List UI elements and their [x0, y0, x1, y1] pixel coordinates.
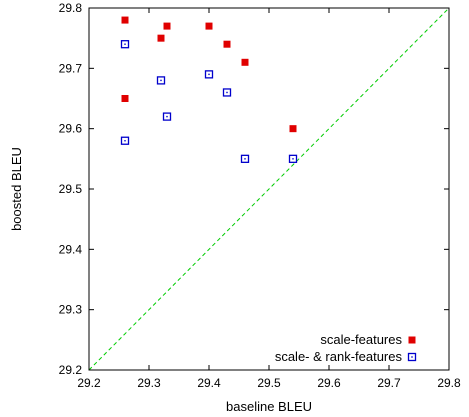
x-axis-label: baseline BLEU	[226, 399, 312, 414]
y-tick-label: 29.6	[59, 122, 83, 136]
legend-label: scale-features	[320, 332, 402, 347]
y-axis-label: boosted BLEU	[9, 147, 24, 231]
data-point-series-1	[121, 95, 129, 102]
diagonal-reference-line	[88, 7, 450, 371]
data-points-layer	[120, 16, 298, 163]
data-point-series-1	[121, 16, 129, 24]
data-point-series-1	[223, 40, 231, 48]
data-point-series-1	[205, 22, 213, 30]
data-point-series-1	[241, 58, 249, 66]
legend-label: scale- & rank-features	[275, 349, 403, 364]
data-point-series-2	[156, 76, 166, 85]
data-point-series-2	[204, 70, 214, 79]
x-tick-label: 29.5	[257, 376, 281, 390]
ticks-layer: 29.2 29.3 29.4 29.5 29.6 29.7 29.8 29.2 29.3 29.4…	[59, 1, 461, 390]
y-tick-label: 29.2	[59, 363, 83, 377]
x-tick-label: 29.6	[317, 376, 341, 390]
y-tick-label: 29.4	[59, 242, 83, 256]
data-point-series-2	[222, 88, 232, 97]
data-point-series-2	[240, 154, 250, 163]
x-tick-label: 29.4	[197, 376, 221, 390]
y-tick-label: 29.3	[59, 303, 83, 317]
y-tick-label: 29.8	[59, 1, 83, 15]
legend-marker	[407, 352, 417, 362]
data-point-series-2	[288, 154, 298, 163]
legend: scale-features scale- & rank-features	[275, 332, 417, 364]
x-tick-label: 29.8	[437, 376, 461, 390]
data-point-series-1	[289, 125, 297, 133]
data-point-series-1	[163, 22, 171, 30]
data-point-series-2	[162, 112, 172, 121]
reference-line-layer	[88, 7, 450, 371]
data-point-series-2	[120, 136, 130, 145]
y-tick-label: 29.7	[59, 61, 83, 75]
data-point-series-2	[120, 40, 130, 49]
x-tick-label: 29.7	[377, 376, 401, 390]
x-tick-label: 29.3	[137, 376, 161, 390]
y-tick-label: 29.5	[59, 182, 83, 196]
legend-marker	[408, 336, 416, 344]
data-point-series-1	[157, 34, 165, 42]
x-tick-label: 29.2	[77, 376, 101, 390]
